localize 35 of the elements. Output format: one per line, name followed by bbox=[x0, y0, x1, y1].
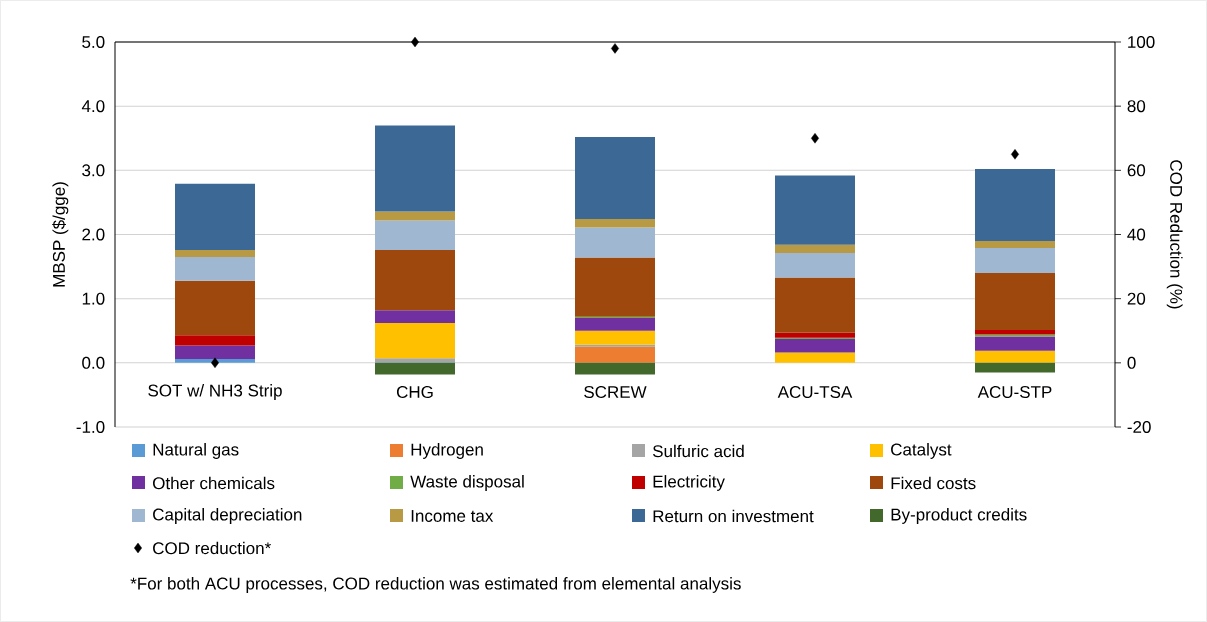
y2-tick-label: 0 bbox=[1127, 356, 1136, 369]
y2-tick-label: 40 bbox=[1127, 228, 1146, 241]
y2-tick-label: 80 bbox=[1127, 100, 1146, 113]
y-tick-label: 0.0 bbox=[82, 356, 105, 369]
text: *For both ACU processes, COD reduction was estimated from elemental analysis bbox=[130, 577, 741, 593]
x-tick-label: ACU-TSA bbox=[777, 385, 853, 399]
y2-axis-title: COD Reduction (%) bbox=[1166, 160, 1183, 309]
y2-tick-label: 60 bbox=[1127, 164, 1146, 177]
y-tick-label: 2.0 bbox=[82, 228, 105, 241]
legend-label: Sulfuric acid bbox=[652, 444, 744, 458]
x-tick-label: SOT w/ NH3 Strip bbox=[148, 384, 282, 400]
legend-label: Electricity bbox=[653, 475, 725, 491]
y-axis-title: MBSP ($/gge) bbox=[52, 182, 69, 287]
y2-tick-label: -20 bbox=[1127, 420, 1151, 434]
legend-label: Hydrogen bbox=[411, 443, 483, 459]
y2-tick-label: 20 bbox=[1127, 292, 1146, 305]
legend-label: Fixed costs bbox=[891, 476, 976, 490]
x-tick-label: CHG bbox=[396, 385, 433, 399]
y-tick-label: 4.0 bbox=[81, 100, 105, 113]
legend-label: Waste disposal bbox=[410, 475, 524, 491]
legend-label: Catalyst bbox=[891, 443, 952, 459]
x-tick-label: SCREW bbox=[584, 385, 647, 399]
y-tick-label: 3.0 bbox=[82, 164, 105, 177]
legend-label: By-product credits bbox=[891, 508, 1027, 524]
legend-label: Natural gas bbox=[153, 443, 239, 459]
y2-tick-label: 100 bbox=[1128, 35, 1155, 49]
legend-label: Other chemicals bbox=[153, 476, 275, 490]
y-tick-label: 1.0 bbox=[82, 292, 105, 305]
legend-label: Income tax bbox=[411, 510, 494, 522]
y-tick-label: 5.0 bbox=[82, 35, 105, 49]
legend-label: Return on investment bbox=[653, 509, 814, 523]
y-tick-label: -1.0 bbox=[76, 420, 105, 434]
legend-label: COD reduction* bbox=[153, 541, 271, 555]
legend-label: Capital depreciation bbox=[153, 508, 302, 524]
x-tick-label: ACU-STP bbox=[977, 385, 1052, 399]
